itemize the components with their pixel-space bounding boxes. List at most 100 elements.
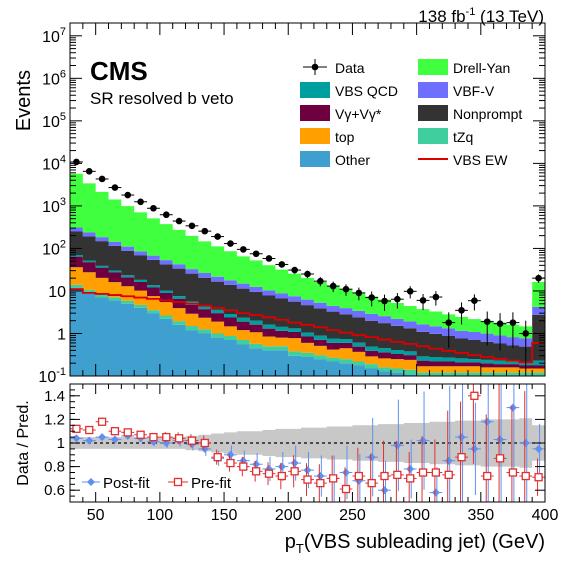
ratio-legend: Post-fit Pre-fit [82, 475, 232, 492]
legend-label-drell-yan: Drell-Yan [453, 60, 510, 76]
legend-swatch-nonprompt [418, 105, 448, 121]
data-point [85, 168, 93, 175]
data-point [522, 330, 530, 337]
postfit-point [252, 460, 261, 469]
legend-label-vbf-v: VBF-V [453, 83, 495, 99]
ratio-y-tick-label: 1.4 [44, 388, 65, 405]
postfit-point [98, 433, 107, 442]
ratio-uncertainty-band [70, 418, 545, 468]
legend-label-vbs-ew: VBS EW [453, 152, 508, 168]
data-point [124, 191, 132, 199]
data-point [394, 295, 401, 303]
prefit-point [123, 428, 132, 437]
postfit-point [380, 486, 389, 495]
postfit-point [367, 453, 376, 462]
data-point [419, 297, 427, 304]
y-tick-label: 103 [42, 196, 66, 216]
prefit-point [213, 453, 222, 462]
data-point [150, 204, 157, 212]
y-tick-label: 104 [42, 153, 66, 173]
postfit-point [496, 435, 505, 444]
legend-label-tzq: tZq [453, 129, 473, 145]
prefit-point [264, 469, 274, 478]
postfit-point [342, 468, 351, 477]
prefit-point [277, 471, 286, 481]
x-tick-label: 300 [403, 507, 430, 524]
x-tick-label: 150 [211, 507, 238, 524]
legend-label-other: Other [335, 152, 370, 168]
data-point [252, 250, 260, 258]
postfit-point [508, 403, 517, 412]
legend-label-v-v-: Vγ+Vγ* [335, 106, 382, 122]
prefit-point [226, 458, 235, 468]
legend: Data VBS QCD Vγ+Vγ* top Other Drell-Yan VBF-V N… [300, 59, 522, 168]
prefit-point [239, 462, 248, 471]
legend-postfit-label: Post-fit [103, 475, 151, 492]
data-point [214, 233, 221, 240]
y-tick-label: 10 [48, 284, 66, 301]
prefit-point [110, 427, 120, 436]
prefit-point [431, 468, 441, 477]
prefit-point [329, 474, 338, 483]
data-point [162, 211, 170, 219]
data-point [291, 266, 298, 274]
data-point [509, 319, 517, 326]
cms-label: CMS [90, 56, 148, 86]
stack-nonprompt [70, 231, 545, 363]
postfit-point [483, 417, 492, 426]
prefit-point [418, 468, 428, 477]
postfit-point [457, 433, 466, 442]
legend-marker-data [311, 63, 319, 71]
x-tick-label: 250 [339, 507, 366, 524]
ratio-y-tick-label: 1 [57, 435, 65, 452]
prefit-point [341, 484, 351, 494]
x-axis-label: pT(VBS subleading jet) (GeV) [285, 531, 545, 556]
stack-drell-yan [70, 173, 545, 339]
uncertainty-band [70, 418, 545, 468]
stacked-histogram [70, 173, 545, 376]
prefit-point [457, 453, 466, 462]
postfit-point [303, 466, 312, 475]
stack-other [70, 287, 545, 376]
prefit-point [187, 436, 197, 445]
prefit-point [495, 454, 505, 463]
vbs-ew-line [70, 288, 545, 364]
y-tick-label: 105 [42, 111, 66, 131]
region-label: SR resolved b veto [90, 89, 234, 108]
data-point [175, 217, 183, 225]
x-tick-label: 400 [532, 507, 559, 524]
legend-label-vbs-qcd: VBS QCD [335, 83, 398, 99]
upper-plot-frame [69, 22, 546, 377]
lumi-label: 138 fb-1 (13 TeV) [418, 6, 544, 26]
data-point [483, 318, 491, 325]
data-point [227, 240, 234, 247]
ratio-y-tick-label: 1.2 [44, 411, 65, 428]
prefit-point [380, 471, 389, 481]
data-point [317, 277, 324, 285]
legend-prefit-marker [173, 477, 183, 487]
postfit-point [72, 434, 81, 443]
prefit-point [508, 468, 518, 477]
data-point [406, 288, 414, 295]
legend-label-top: top [335, 129, 355, 145]
data-points [70, 158, 545, 376]
prefit-point [534, 473, 543, 482]
prefit-point [393, 470, 402, 480]
data-point [137, 198, 144, 206]
postfit-point [85, 436, 94, 445]
legend-swatch-other [300, 151, 330, 167]
postfit-point [406, 464, 415, 473]
prefit-point [406, 474, 415, 483]
postfit-point [226, 450, 235, 459]
legend-swatch-vbf-v [418, 82, 448, 98]
prefit-point [251, 467, 261, 476]
data-point [73, 158, 80, 166]
postfit-point [470, 444, 479, 453]
prefit-point [367, 478, 376, 488]
legend-swatch-drell-yan [418, 59, 448, 75]
legend-swatch-tzq [418, 128, 448, 144]
data-point [342, 285, 350, 293]
prefit-point [444, 470, 453, 480]
data-point [98, 175, 106, 183]
